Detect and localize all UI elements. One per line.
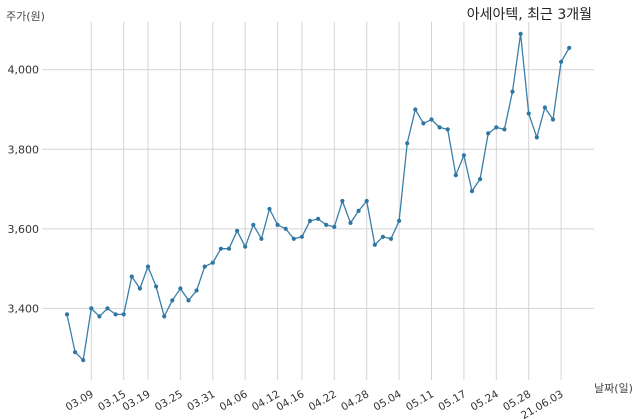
data-point	[421, 121, 426, 126]
data-point	[486, 131, 491, 136]
data-point	[105, 306, 110, 311]
data-point	[526, 111, 531, 116]
data-point	[518, 31, 523, 36]
x-axis-title: 날짜(일)	[594, 381, 633, 395]
price-line	[66, 33, 570, 362]
x-tick-label: 05.11	[404, 388, 436, 413]
data-point	[510, 89, 515, 94]
data-point	[437, 125, 442, 130]
data-point	[218, 246, 223, 251]
data-point	[275, 222, 280, 227]
data-point	[397, 218, 402, 223]
data-point	[137, 286, 142, 291]
data-point	[567, 45, 572, 51]
data-point	[251, 222, 256, 227]
data-point	[291, 236, 296, 241]
y-tick-label: 3,400	[8, 302, 40, 315]
data-point	[559, 59, 564, 64]
y-axis-title: 주가(원)	[6, 10, 45, 23]
data-point	[210, 260, 215, 265]
data-point	[267, 206, 272, 212]
data-point	[388, 236, 394, 241]
x-tick-label: 05.17	[436, 388, 468, 413]
x-tick-label: 03.31	[185, 388, 217, 413]
data-point	[364, 198, 369, 204]
data-point	[154, 284, 159, 289]
data-point	[413, 107, 418, 112]
data-point	[494, 125, 499, 130]
x-tick-label: 05.24	[469, 388, 501, 414]
data-point	[332, 224, 337, 229]
data-point	[405, 141, 410, 146]
data-point	[81, 358, 86, 363]
data-point	[64, 312, 70, 317]
data-point	[121, 312, 126, 317]
data-point	[340, 198, 345, 204]
data-point	[186, 298, 191, 303]
grid	[42, 22, 594, 380]
x-tick-label: 03.19	[120, 388, 152, 413]
y-axis-ticks: 3,400 3,600 3,800 4,000	[8, 64, 40, 316]
data-point	[445, 127, 450, 132]
x-tick-label: 04.28	[339, 388, 371, 413]
data-point	[316, 216, 321, 221]
data-point	[372, 242, 377, 247]
data-point	[502, 127, 507, 132]
data-point	[469, 189, 475, 194]
x-tick-label: 04.22	[307, 388, 339, 413]
data-point	[194, 288, 199, 293]
chart-title: 아세아텍, 최근 3개월	[467, 7, 592, 23]
x-tick-label: 05.04	[372, 388, 404, 414]
data-point	[145, 264, 151, 269]
data-point	[202, 264, 207, 269]
data-point	[453, 173, 458, 178]
data-point	[461, 153, 466, 158]
x-tick-label: 03.25	[153, 388, 185, 413]
data-point	[356, 208, 361, 213]
data-point	[550, 117, 556, 122]
data-point	[129, 274, 134, 279]
data-point	[299, 234, 304, 239]
data-point	[73, 350, 78, 355]
data-point	[307, 218, 313, 223]
data-point	[429, 117, 434, 122]
data-point	[162, 314, 167, 319]
data-point	[226, 246, 232, 251]
data-point	[259, 236, 264, 241]
data-point	[89, 306, 94, 311]
data-point	[97, 314, 102, 319]
data-point	[348, 220, 353, 225]
y-tick-label: 4,000	[8, 64, 40, 77]
data-point	[534, 135, 539, 140]
data-points	[64, 31, 572, 363]
data-point	[324, 222, 329, 227]
data-point	[113, 312, 118, 317]
data-point	[243, 244, 248, 249]
data-point	[283, 226, 288, 231]
data-point	[478, 177, 483, 182]
data-point	[380, 234, 385, 239]
y-tick-label: 3,800	[8, 143, 40, 156]
x-tick-label: 04.06	[218, 388, 250, 414]
x-tick-label: 03.09	[64, 388, 96, 413]
y-tick-label: 3,600	[8, 223, 40, 236]
data-point	[542, 105, 548, 110]
x-tick-label: 04.16	[274, 388, 306, 414]
data-point	[235, 228, 240, 233]
data-point	[170, 298, 175, 303]
data-point	[178, 286, 183, 291]
